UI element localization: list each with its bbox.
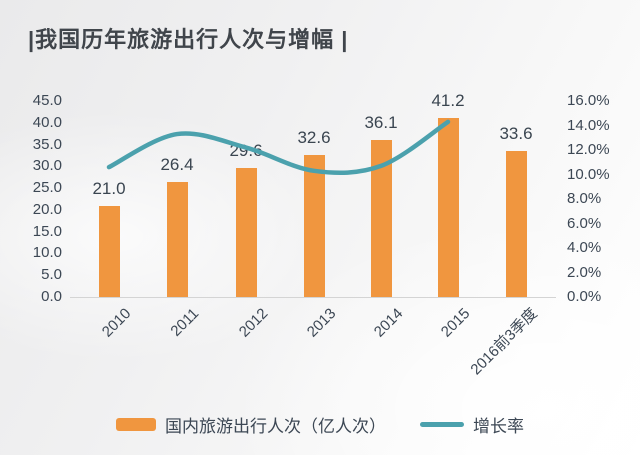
x-axis-label-2014: 2014 bbox=[370, 305, 407, 341]
x-axis-label-2015: 2015 bbox=[437, 305, 474, 341]
bar-value-label-2015: 41.2 bbox=[431, 90, 465, 110]
right-axis-tick: 6.0% bbox=[567, 214, 602, 232]
bar-value-label-2012: 29.6 bbox=[229, 141, 263, 161]
right-axis-tick: 16.0% bbox=[567, 92, 610, 109]
left-axis-tick: 40.0 bbox=[32, 113, 62, 131]
left-axis-tick: 35.0 bbox=[32, 135, 62, 153]
x-axis-label-2010: 2010 bbox=[98, 305, 135, 341]
right-axis-tick: 14.0% bbox=[567, 116, 610, 134]
bar-2015 bbox=[437, 117, 459, 297]
bar-2016前3季度 bbox=[505, 150, 527, 297]
legend: 国内旅游出行人次（亿人次） 增长率 bbox=[0, 412, 640, 437]
bar-value-label-2016前3季度: 33.6 bbox=[499, 123, 533, 143]
left-axis-tick: 30.0 bbox=[32, 157, 62, 175]
line-series-swatch bbox=[420, 422, 464, 427]
right-axis-tick: 0.0% bbox=[567, 288, 602, 305]
x-axis-label-2011: 2011 bbox=[167, 305, 203, 340]
line-series-label: 增长率 bbox=[473, 417, 524, 437]
bar-2013 bbox=[303, 155, 325, 297]
left-axis-tick: 20.0 bbox=[32, 200, 62, 218]
bar-value-label-2011: 26.4 bbox=[160, 155, 194, 174]
right-axis-tick: 8.0% bbox=[567, 190, 602, 207]
x-axis-label-2016前3季度: 2016前3季度 bbox=[467, 305, 542, 379]
left-axis-tick: 45.0 bbox=[32, 92, 62, 109]
left-axis-tick: 10.0 bbox=[32, 244, 62, 262]
bar-value-label-2014: 36.1 bbox=[364, 112, 398, 132]
left-axis-tick: 15.0 bbox=[32, 222, 62, 240]
chart-title: |我国历年旅游出行人次与增幅 | bbox=[28, 27, 349, 52]
bar-series-swatch bbox=[116, 418, 156, 431]
bar-value-label-2010: 21.0 bbox=[92, 178, 126, 198]
left-axis-tick: 5.0 bbox=[41, 266, 62, 284]
left-axis-tick: 25.0 bbox=[32, 179, 62, 197]
x-axis-baseline bbox=[70, 297, 556, 298]
bar-2012 bbox=[235, 168, 257, 297]
legend-item-bar-series: 国内旅游出行人次（亿人次） bbox=[116, 412, 386, 437]
legend-item-line-series: 增长率 bbox=[420, 412, 524, 437]
bar-2011 bbox=[166, 182, 188, 297]
x-axis-label-2012: 2012 bbox=[235, 305, 272, 341]
bar-series-label: 国内旅游出行人次（亿人次） bbox=[165, 417, 386, 437]
x-axis-label-2013: 2013 bbox=[303, 305, 340, 341]
bar-value-label-2013: 32.6 bbox=[297, 128, 331, 147]
right-axis-tick: 2.0% bbox=[567, 263, 602, 281]
bar-2014 bbox=[370, 139, 392, 297]
left-axis-tick: 0.0 bbox=[41, 288, 62, 305]
right-axis-tick: 10.0% bbox=[567, 165, 610, 183]
right-axis-tick: 12.0% bbox=[567, 141, 610, 158]
right-axis-tick: 4.0% bbox=[567, 239, 602, 256]
bar-2010 bbox=[98, 205, 120, 297]
